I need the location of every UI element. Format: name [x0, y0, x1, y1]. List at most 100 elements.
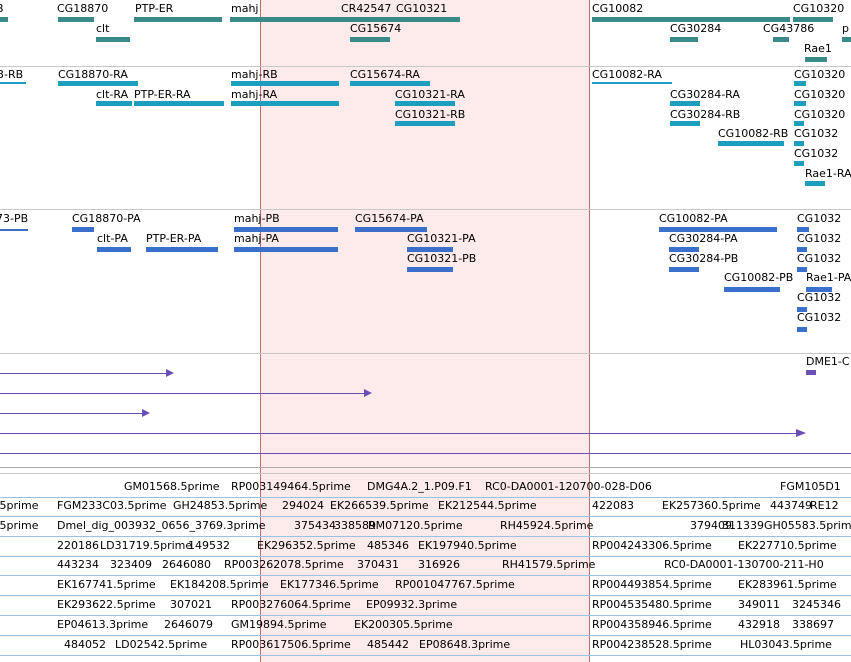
gene-label-cg10082[interactable]: CG10082 — [592, 2, 644, 15]
gene-label-p[interactable]: p — [842, 22, 849, 35]
est-label[interactable]: 2646079 — [164, 618, 213, 631]
gene-feature[interactable] — [805, 57, 827, 62]
protein-feature[interactable] — [407, 267, 453, 272]
protein-feature[interactable] — [797, 327, 807, 332]
cdna-label[interactable]: DME1-C — [806, 355, 850, 368]
protein-label[interactable]: 73-PB — [0, 212, 29, 225]
est-label[interactable]: HL03043.5prime — [740, 638, 832, 651]
cdna-feature[interactable] — [0, 413, 142, 414]
est-label[interactable]: Dmel_dig_003932_0656_3769.3prime — [57, 519, 266, 532]
est-label[interactable]: LD02542.5prime — [115, 638, 208, 651]
transcript-feature[interactable] — [592, 82, 672, 84]
est-label[interactable]: EP09932.3prime — [366, 598, 458, 611]
est-label[interactable]: RP003149464.5prime — [231, 480, 351, 493]
gene-label-cg15674[interactable]: CG15674 — [350, 22, 402, 35]
protein-feature[interactable] — [407, 247, 453, 252]
gene-label-cg43786[interactable]: CG43786 — [763, 22, 815, 35]
est-label[interactable]: 485346 — [367, 539, 409, 552]
protein-label[interactable]: clt-PA — [97, 232, 128, 245]
transcript-feature[interactable] — [794, 101, 806, 106]
transcript-feature[interactable] — [350, 81, 430, 86]
protein-label[interactable]: CG18870-PA — [72, 212, 141, 225]
est-label[interactable]: LD31719.5prime — [100, 539, 193, 552]
est-label[interactable]: RC0-DA0001-130700-211-H0 — [664, 558, 824, 571]
est-label[interactable]: DMG4A.2_1.P09.F1 — [367, 480, 472, 493]
gene-feature[interactable] — [793, 17, 833, 22]
est-feature[interactable] — [0, 635, 851, 636]
protein-feature[interactable] — [146, 247, 218, 252]
est-label[interactable]: 294024 — [282, 499, 324, 512]
protein-feature[interactable] — [659, 227, 777, 232]
gene-label-cg18870[interactable]: CG18870 — [57, 2, 109, 15]
transcript-label[interactable]: mahj-RB — [231, 68, 278, 81]
transcript-feature[interactable] — [794, 141, 804, 146]
est-label[interactable]: RP003617506.5prime — [231, 638, 351, 651]
protein-label[interactable]: mahj-PB — [234, 212, 280, 225]
est-label[interactable]: GM01568.5prime — [124, 480, 220, 493]
gene-feature[interactable] — [773, 37, 789, 42]
gene-feature[interactable] — [0, 17, 8, 22]
transcript-label[interactable]: CG10082-RA — [592, 68, 662, 81]
est-label[interactable]: 485442 — [367, 638, 409, 651]
est-label[interactable]: EK197940.5prime — [418, 539, 517, 552]
est-feature[interactable] — [0, 655, 851, 656]
transcript-feature[interactable] — [794, 121, 804, 126]
transcript-feature[interactable] — [231, 101, 339, 106]
est-label[interactable]: FGM233C03.5prime — [57, 499, 167, 512]
est-label[interactable]: EK184208.5prime — [170, 578, 269, 591]
est-label[interactable]: RP003262078.5prime — [224, 558, 344, 571]
transcript-label[interactable]: clt-RA — [96, 88, 129, 101]
transcript-feature[interactable] — [794, 81, 806, 86]
est-feature[interactable] — [0, 556, 851, 557]
gene-feature[interactable] — [350, 37, 390, 42]
protein-feature[interactable] — [234, 227, 338, 232]
transcript-label[interactable]: CG30284-RB — [670, 108, 741, 121]
est-label[interactable]: EP04613.3prime — [57, 618, 149, 631]
transcript-feature[interactable] — [134, 101, 224, 106]
est-label[interactable]: GH05583.5prime — [764, 519, 851, 532]
transcript-label[interactable]: CG10320 — [794, 88, 846, 101]
est-feature[interactable] — [0, 575, 851, 576]
protein-label[interactable]: CG10321-PB — [407, 252, 477, 265]
cdna-feature[interactable] — [0, 433, 796, 434]
est-label[interactable]: RP004535480.5prime — [592, 598, 712, 611]
est-label[interactable]: .5prime — [0, 499, 39, 512]
transcript-feature[interactable] — [718, 141, 784, 146]
gene-feature[interactable] — [342, 17, 460, 22]
est-label[interactable]: 379409 — [690, 519, 732, 532]
gene-label-cg10320[interactable]: CG10320 — [793, 2, 845, 15]
transcript-label[interactable]: CG10321-RA — [395, 88, 465, 101]
cdna-feature[interactable] — [0, 373, 166, 374]
est-label[interactable]: EK177346.5prime — [280, 578, 379, 591]
transcript-label[interactable]: CG10320 — [794, 68, 846, 81]
protein-label[interactable]: CG1032 — [797, 232, 842, 245]
est-feature[interactable] — [0, 615, 851, 616]
gene-feature[interactable] — [842, 37, 851, 42]
gene-label-ptp-er[interactable]: PTP-ER — [135, 2, 174, 15]
est-label[interactable]: 375434 — [294, 519, 336, 532]
est-label[interactable]: .5prime — [0, 519, 39, 532]
est-label[interactable]: EK257360.5prime — [662, 499, 761, 512]
est-label[interactable]: 323409 — [110, 558, 152, 571]
est-feature[interactable] — [0, 516, 851, 517]
protein-label[interactable]: CG10082-PA — [659, 212, 728, 225]
protein-feature[interactable] — [669, 267, 699, 272]
transcript-label[interactable]: CG10082-RB — [718, 127, 789, 140]
protein-feature[interactable] — [797, 307, 807, 312]
est-label[interactable]: RP004243306.5prime — [592, 539, 712, 552]
est-label[interactable]: 2646080 — [162, 558, 211, 571]
transcript-label[interactable]: CG10320 — [794, 108, 846, 121]
gene-feature[interactable] — [592, 17, 790, 22]
gene-feature[interactable] — [670, 37, 698, 42]
protein-feature[interactable] — [806, 287, 832, 292]
est-label[interactable]: RP001047767.5prime — [395, 578, 515, 591]
transcript-label[interactable]: 3-RB — [0, 68, 24, 81]
cdna-feature[interactable] — [0, 453, 851, 454]
transcript-feature[interactable] — [96, 101, 132, 106]
protein-feature[interactable] — [797, 267, 807, 272]
est-label[interactable]: RM07120.5prime — [368, 519, 463, 532]
protein-label[interactable]: CG10082-PB — [724, 271, 794, 284]
protein-feature[interactable] — [797, 227, 809, 232]
est-label[interactable]: 432918 — [738, 618, 780, 631]
